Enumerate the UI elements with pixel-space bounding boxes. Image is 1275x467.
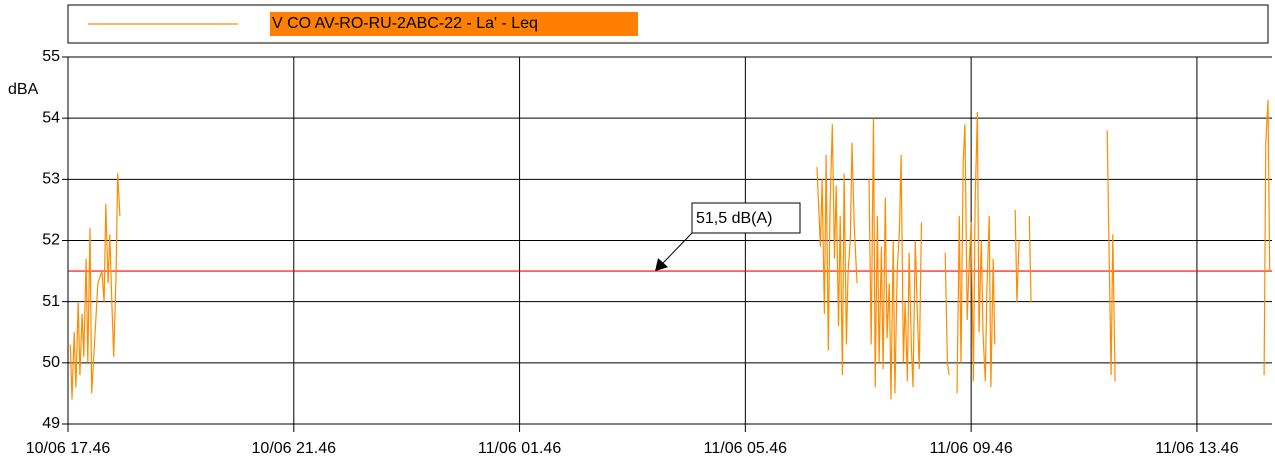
x-tick-label: 10/06 21.46 (252, 440, 337, 457)
series-line (1263, 99, 1271, 376)
series-line (868, 118, 923, 400)
series-line (69, 173, 121, 400)
y-tick-label: 52 (42, 232, 60, 249)
annotation-arrowhead (655, 258, 669, 272)
y-tick-label: 54 (42, 109, 60, 126)
y-tick-label: 55 (42, 48, 60, 65)
annotation-text: 51,5 dB(A) (696, 210, 772, 227)
series-line (944, 252, 950, 376)
series-line (956, 111, 996, 394)
annotation-arrow (660, 232, 693, 266)
x-tick-label: 11/06 05.46 (704, 440, 787, 457)
x-tick-label: 11/06 09.46 (929, 440, 1012, 457)
y-tick-label: 49 (42, 415, 60, 432)
legend-highlight (270, 12, 638, 36)
y-axis-label: dBA (8, 81, 39, 98)
x-tick-label: 11/06 01.46 (478, 440, 561, 457)
x-tick-label: 11/06 13.46 (1155, 440, 1238, 457)
y-tick-label: 51 (42, 293, 60, 310)
series-line (816, 124, 858, 376)
x-tick-label: 10/06 17.46 (26, 440, 111, 457)
legend-label: V CO AV-RO-RU-2ABC-22 - La' - Leq (272, 15, 538, 32)
series-line (1106, 130, 1116, 382)
series-line (1028, 215, 1032, 302)
y-tick-label: 53 (42, 171, 60, 188)
annotation-box (691, 202, 801, 234)
y-tick-label: 50 (42, 354, 60, 371)
legend-box (67, 4, 1269, 44)
series-line (1014, 209, 1020, 302)
